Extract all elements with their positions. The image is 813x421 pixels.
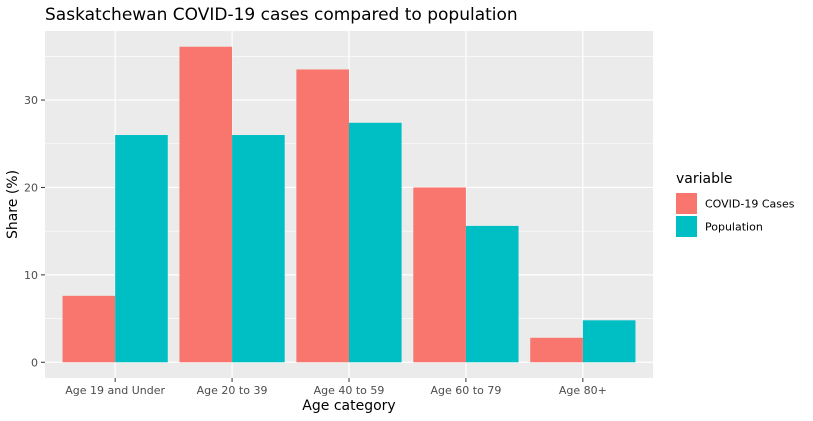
bars xyxy=(62,46,636,363)
legend-key xyxy=(676,216,697,237)
x-tick-label: Age 20 to 39 xyxy=(197,384,268,397)
bar xyxy=(349,122,402,363)
y-tick-label: 20 xyxy=(24,181,38,194)
legend-label: Population xyxy=(705,221,763,234)
bar xyxy=(296,69,349,363)
bar xyxy=(115,135,168,363)
y-tick-label: 10 xyxy=(24,269,38,282)
y-tick-label: 0 xyxy=(31,356,38,369)
bar xyxy=(62,295,116,363)
y-axis-title: Share (%) xyxy=(5,170,21,239)
bar xyxy=(582,320,636,363)
x-tick-label: Age 19 and Under xyxy=(65,384,165,397)
legend-key xyxy=(676,193,697,214)
x-tick-label: Age 80+ xyxy=(559,384,607,397)
x-axis: Age 19 and Under Age 20 to 39 Age 40 to 59… xyxy=(65,378,607,397)
bar xyxy=(413,187,466,363)
y-axis: 0 10 20 30 xyxy=(24,94,45,369)
x-axis-title: Age category xyxy=(302,398,395,414)
bar xyxy=(465,225,519,363)
x-tick-label: Age 40 to 59 xyxy=(314,384,385,397)
x-tick-label: Age 60 to 79 xyxy=(431,384,502,397)
bar xyxy=(232,135,285,363)
legend-title: variable xyxy=(676,171,732,187)
legend: variable COVID-19 Cases Population xyxy=(676,171,795,237)
bar xyxy=(179,46,233,363)
chart-title: Saskatchewan COVID-19 cases compared to … xyxy=(45,5,518,25)
y-tick-label: 30 xyxy=(24,94,38,107)
bar xyxy=(530,337,583,363)
legend-label: COVID-19 Cases xyxy=(705,198,795,211)
